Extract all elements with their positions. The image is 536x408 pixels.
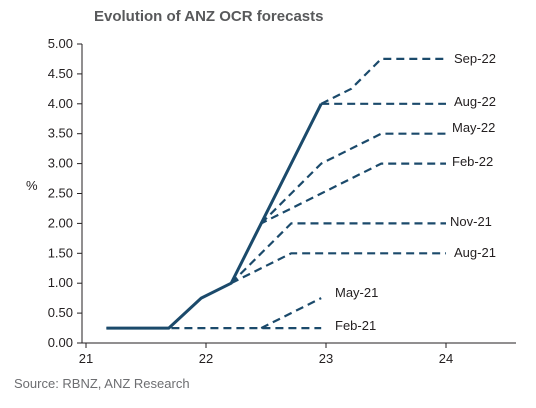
y-tick-label: 2.50 (48, 186, 73, 201)
series-label-aug-21: Aug-21 (454, 245, 496, 260)
y-tick-label: 5.00 (48, 36, 73, 51)
series-label-may-21: May-21 (335, 285, 378, 300)
y-tick-label: 4.50 (48, 66, 73, 81)
series-label-feb-22: Feb-22 (452, 154, 493, 169)
series-label-feb-21: Feb-21 (335, 318, 376, 333)
y-tick-label: 2.00 (48, 215, 73, 230)
y-tick-label: 3.00 (48, 156, 73, 171)
axes: 0.00 0.50 1.00 1.50 2.00 2.50 3.00 3.50 4.00 4.50… (48, 36, 516, 366)
y-tick-label: 4.00 (48, 96, 73, 111)
y-tick-label: 1.00 (48, 275, 73, 290)
y-tick-label: 1.50 (48, 245, 73, 260)
x-tick-label: 23 (319, 351, 333, 366)
x-tick-label: 21 (79, 351, 93, 366)
x-tick-label: 24 (439, 351, 453, 366)
series-line-aug-21 (230, 252, 446, 285)
x-tick-label: 22 (199, 351, 213, 366)
series-label-sep-22: Sep-22 (454, 51, 496, 66)
series-line-sep-22 (320, 57, 446, 105)
series-line-may-22 (260, 132, 446, 225)
series-line-actual-aug-22 (106, 103, 323, 330)
series-label-aug-22: Aug-22 (454, 94, 496, 109)
series-line-feb-22 (230, 162, 446, 284)
chart-title: Evolution of ANZ OCR forecasts (94, 8, 324, 25)
y-tick-label: 0.00 (48, 335, 73, 350)
series-labels: Feb-21 May-21 Aug-21 Nov-21 Feb-22 May-22 Aug-… (335, 51, 496, 333)
series-label-may-22: May-22 (452, 120, 495, 135)
ocr-forecast-line-chart: 0.00 0.50 1.00 1.50 2.00 2.50 3.00 3.50 4.00 4.50… (26, 36, 516, 366)
series-label-nov-21: Nov-21 (450, 214, 492, 229)
source-note: Source: RBNZ, ANZ Research (14, 376, 190, 391)
series-line-may-21 (260, 297, 322, 330)
y-axis-label: % (26, 178, 38, 193)
y-tick-label: 0.50 (48, 305, 73, 320)
y-tick-label: 3.50 (48, 126, 73, 141)
plot-area (106, 57, 446, 330)
series-line-nov-21 (230, 222, 446, 284)
